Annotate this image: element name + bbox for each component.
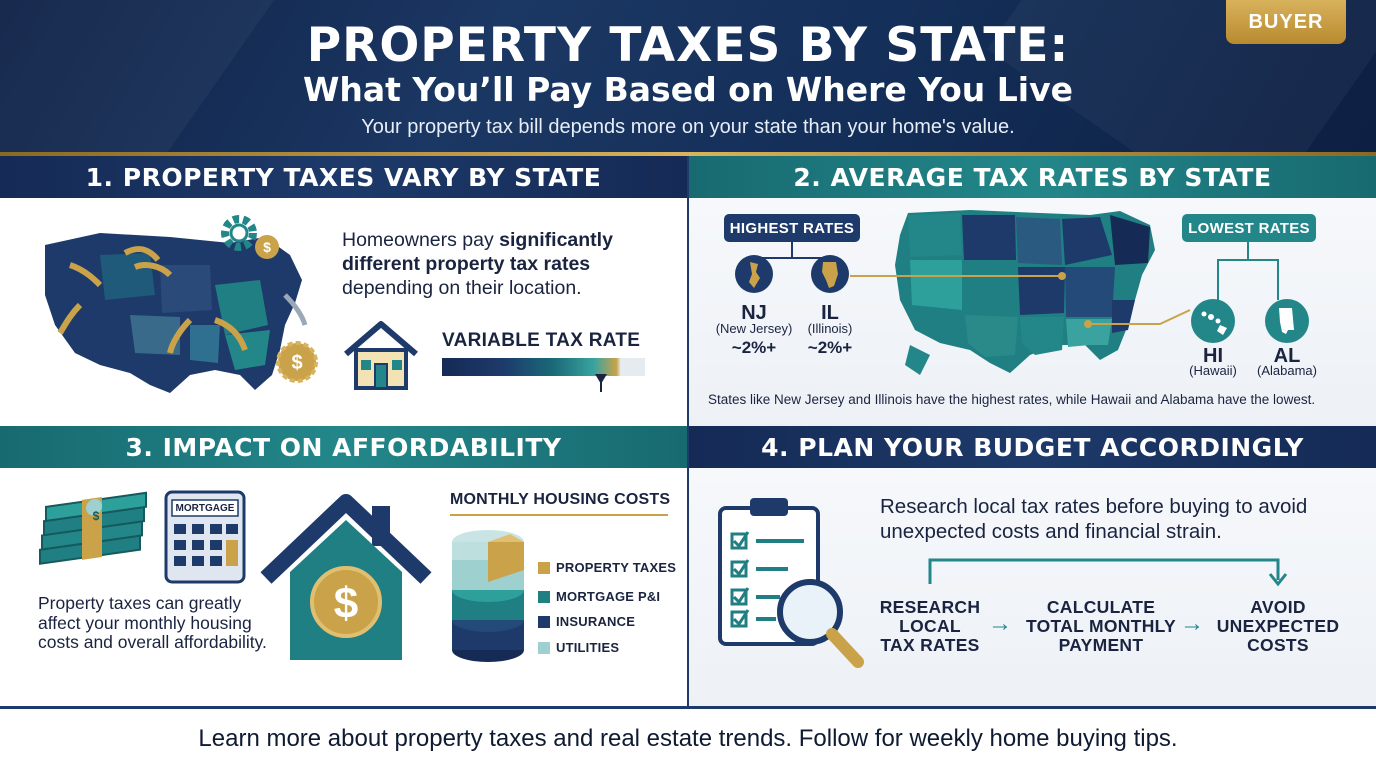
- map-callout-lines: [850, 272, 1191, 328]
- step-line: CALCULATE: [1046, 597, 1156, 617]
- section4-heading: 4. PLAN YOUR BUDGET ACCORDINGLY: [689, 426, 1376, 468]
- buyer-badge: BUYER: [1226, 0, 1346, 44]
- calculator-label: MORTGAGE: [175, 503, 235, 514]
- small-dollar-gear-icon: $: [255, 235, 279, 259]
- dollar-gear-icon: $: [276, 341, 318, 383]
- hi-name: (Hawaii): [1189, 363, 1237, 378]
- section1-text-prefix: Homeowners pay: [342, 229, 500, 251]
- step-line: PAYMENT: [1058, 635, 1144, 655]
- arrow-right-icon: →: [988, 610, 1012, 637]
- house-icon: [344, 321, 418, 390]
- il-rate: ~2%+: [807, 338, 853, 357]
- legend-swatch: [538, 590, 550, 603]
- flow-bracket-arrow: [928, 558, 1288, 587]
- al-state-icon: [1265, 299, 1309, 343]
- nj-rate: ~2%+: [731, 338, 777, 357]
- monthly-costs-title: MONTHLY HOUSING COSTS: [450, 491, 671, 508]
- svg-text:$: $: [334, 579, 358, 628]
- vertical-divider: [687, 426, 689, 706]
- page-tagline: Your property tax bill depends more on y…: [361, 116, 1015, 138]
- us-map-variation-icon: [45, 233, 308, 393]
- legend-mortgage: MORTGAGE P&I: [538, 589, 660, 604]
- step-research: RESEARCH LOCAL TAX RATES: [870, 598, 990, 655]
- page-title: PROPERTY TAXES BY STATE:: [306, 18, 1070, 73]
- gear-icon: [221, 215, 257, 251]
- al-code: AL: [1273, 345, 1301, 367]
- legend-swatch: [538, 615, 550, 628]
- header-banner: PROPERTY TAXES BY STATE: What You’ll Pay…: [0, 0, 1376, 152]
- step-line: UNEXPECTED: [1216, 616, 1340, 636]
- section1-text-bold: significantly different property tax rat…: [342, 229, 613, 275]
- section2-caption: States like New Jersey and Illinois have…: [708, 392, 1316, 407]
- step-line: LOCAL: [899, 616, 961, 636]
- legend-label: INSURANCE: [556, 614, 636, 629]
- lowest-connector: [1217, 240, 1279, 300]
- variable-tax-rate-bar: [442, 358, 645, 376]
- step-line: TAX RATES: [880, 635, 980, 655]
- legend-label: PROPERTY TAXES: [556, 560, 677, 575]
- step-avoid: AVOID UNEXPECTED COSTS: [1212, 598, 1344, 655]
- legend-swatch: [538, 641, 550, 654]
- monthly-costs-underline: [450, 514, 668, 516]
- calculator-icon: [164, 490, 246, 584]
- arrow-right-icon: →: [1180, 610, 1204, 637]
- lowest-rates-label: LOWEST RATES: [1182, 214, 1316, 242]
- il-code: IL: [821, 302, 839, 324]
- variable-tax-rate-label: VARIABLE TAX RATE: [442, 330, 641, 351]
- rate-marker-icon: [595, 374, 607, 392]
- legend-label: MORTGAGE P&I: [556, 589, 661, 604]
- legend-property-taxes: PROPERTY TAXES: [538, 560, 676, 575]
- svg-text:$: $: [291, 352, 302, 374]
- step-line: COSTS: [1247, 635, 1309, 655]
- highest-rates-label: HIGHEST RATES: [724, 214, 860, 242]
- section1-text-suffix: depending on their location.: [342, 277, 582, 299]
- il-name: (Illinois): [807, 321, 853, 336]
- section1-text: Homeowners pay significantly different p…: [342, 228, 662, 300]
- nj-name: (New Jersey): [715, 321, 793, 336]
- money-stack-icon: $: [39, 491, 147, 565]
- section3-heading: 3. IMPACT ON AFFORDABILITY: [0, 426, 687, 468]
- legend-insurance: INSURANCE: [538, 614, 635, 629]
- nj-code: NJ: [741, 302, 767, 324]
- hi-state-icon: [1191, 299, 1235, 343]
- vertical-divider: [687, 156, 689, 426]
- step-calculate: CALCULATE TOTAL MONTHLY PAYMENT: [1018, 598, 1184, 655]
- step-line: TOTAL MONTHLY: [1025, 616, 1177, 636]
- section1-heading: 1. PROPERTY TAXES VARY BY STATE: [0, 156, 687, 198]
- il-state-icon: [811, 255, 849, 293]
- house-dollar-icon: $: [260, 494, 432, 660]
- gold-divider: [0, 152, 1376, 156]
- footer-cta: Learn more about property taxes and real…: [0, 706, 1376, 768]
- legend-utilities: UTILITIES: [538, 640, 619, 655]
- al-name: (Alabama): [1257, 363, 1317, 378]
- step-line: AVOID: [1250, 597, 1306, 617]
- section3-text: Property taxes can greatly affect your m…: [38, 593, 267, 652]
- cost-cylinder-chart-icon: [452, 530, 524, 662]
- section2-heading: 2. AVERAGE TAX RATES BY STATE: [689, 156, 1376, 198]
- hi-code: HI: [1203, 345, 1223, 367]
- page-subtitle: What You’ll Pay Based on Where You Live: [302, 70, 1074, 109]
- legend-label: UTILITIES: [556, 640, 620, 655]
- svg-text:$: $: [93, 509, 100, 523]
- legend-swatch: [538, 561, 550, 574]
- nj-state-icon: [735, 255, 773, 293]
- section4-text: Research local tax rates before buying t…: [880, 495, 1308, 543]
- us-tax-rate-map-icon: [895, 210, 1155, 375]
- checklist-magnifier-icon: [718, 498, 864, 668]
- svg-text:$: $: [263, 239, 271, 255]
- step-line: RESEARCH: [879, 597, 981, 617]
